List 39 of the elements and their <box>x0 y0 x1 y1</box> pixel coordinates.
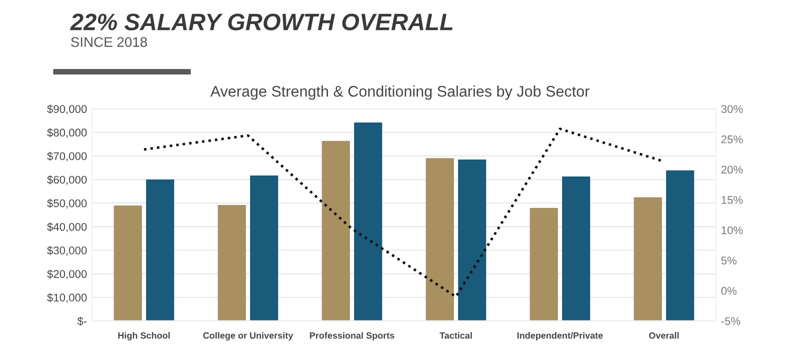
y-tick-label: $60,000 <box>47 175 87 185</box>
bar <box>634 197 662 321</box>
x-tick-label: Tactical <box>440 332 472 339</box>
y-tick-label: $20,000 <box>47 270 87 280</box>
bar <box>218 205 246 321</box>
x-tick-label: College or University <box>203 332 294 341</box>
y2-tick-label: 30% <box>721 105 743 113</box>
y-tick-label: $80,000 <box>47 128 87 138</box>
bar <box>322 140 350 321</box>
y-tick-label: $- <box>77 316 87 326</box>
x-tick-label: Professional Sports <box>310 332 394 340</box>
y-tick-label: $10,000 <box>47 293 87 303</box>
y2-tick-label: 10% <box>722 226 743 234</box>
chart-subtitle: SINCE 2018 <box>71 37 147 47</box>
x-tick-label: Overall <box>649 332 679 339</box>
y2-tick-label: 15% <box>722 196 743 204</box>
y-tick-label: $50,000 <box>47 198 87 209</box>
y2-tick-label: -5% <box>721 317 740 326</box>
y-tick-label: $40,000 <box>47 222 87 232</box>
bar <box>666 170 694 321</box>
y2-tick-label: 5% <box>721 256 737 264</box>
bar <box>354 122 382 321</box>
y2-tick-label: 0% <box>721 286 737 295</box>
bar <box>562 176 590 321</box>
y2-tick-label: 20% <box>721 166 743 174</box>
y-tick-label: $70,000 <box>47 152 87 162</box>
x-tick-label: High School <box>118 332 170 341</box>
bar <box>458 160 486 321</box>
bar <box>146 180 174 321</box>
chart-title: 22% SALARY GROWTH OVERALL <box>70 14 453 30</box>
y2-tick-label: 25% <box>721 135 743 144</box>
bar <box>426 158 454 321</box>
x-axis-title: Average Strength & Conditioning Salaries by Job Sector <box>210 86 590 100</box>
y-tick-label: $30,000 <box>47 246 87 256</box>
y-tick-label: $90,000 <box>47 104 87 114</box>
bar <box>530 208 558 321</box>
bar <box>250 176 278 321</box>
bar <box>114 205 142 321</box>
x-tick-label: Independent/Private <box>517 332 603 340</box>
